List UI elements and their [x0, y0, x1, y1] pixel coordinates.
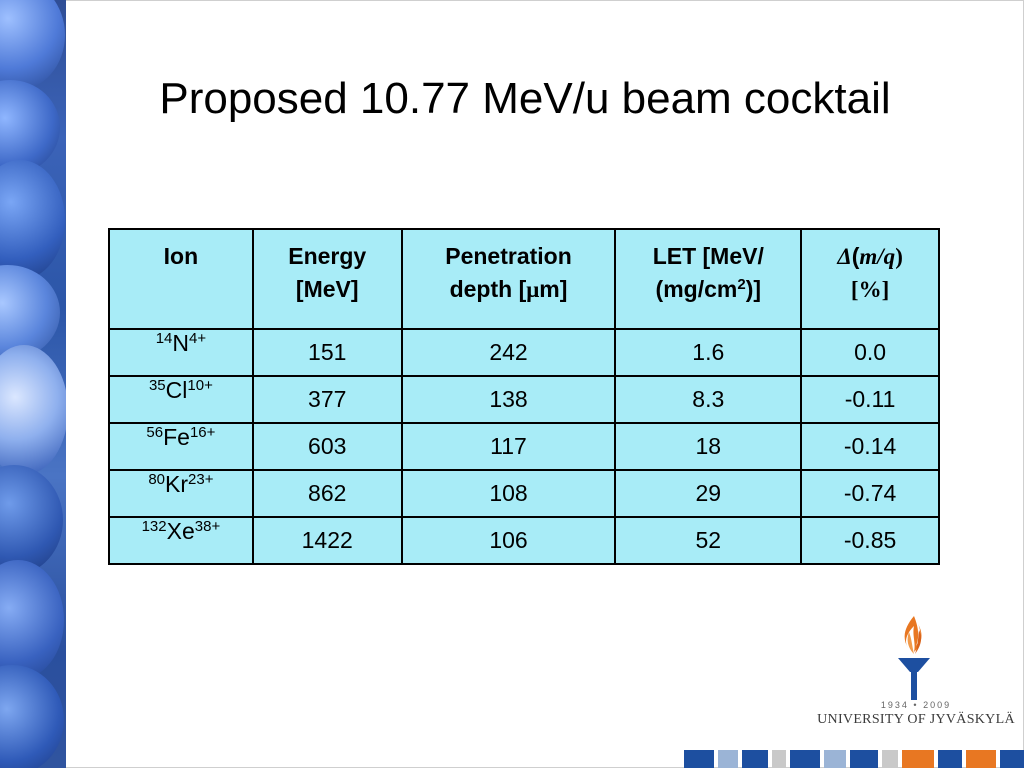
color-block [882, 750, 898, 768]
stone-shape [0, 345, 66, 475]
stone-shape [0, 0, 65, 90]
color-block [772, 750, 786, 768]
energy-cell: 862 [251, 469, 403, 518]
header-ion: Ion [108, 228, 254, 330]
stone-shape [0, 560, 64, 680]
color-block [684, 750, 714, 768]
let-cell: 8.3 [614, 375, 803, 424]
logo-university-name: UNIVERSITY OF JYVÄSKYLÄ [817, 712, 1015, 727]
let-cell: 18 [614, 422, 803, 471]
header-penetration-depth: Penetration depth [μm] [400, 228, 617, 330]
table-header-row: Ion Energy [MeV] Penetration depth [μm] LE… [108, 228, 940, 330]
color-block [938, 750, 962, 768]
mq-cell: 0.0 [800, 328, 940, 377]
energy-cell: 151 [251, 328, 403, 377]
ion-cell: 35Cl10+ [108, 375, 254, 424]
ion-cell: 14N4+ [108, 328, 254, 377]
header-let: LET [MeV/(mg/cm2)] [614, 228, 803, 330]
color-block [1000, 750, 1024, 768]
logo-years: 1934 • 2009 [880, 700, 952, 710]
ion-cell: 56Fe16+ [108, 422, 254, 471]
color-block [902, 750, 934, 768]
depth-cell: 138 [400, 375, 617, 424]
footer-color-blocks [684, 750, 1024, 768]
color-block [790, 750, 820, 768]
color-block [824, 750, 846, 768]
table-row: 56Fe16+ 603 117 18 -0.14 [108, 422, 940, 471]
color-block [966, 750, 996, 768]
stone-shape [0, 465, 63, 575]
beam-cocktail-table: Ion Energy [MeV] Penetration depth [μm] LE… [108, 228, 940, 565]
depth-cell: 117 [400, 422, 617, 471]
stone-shape [0, 665, 64, 768]
let-cell: 52 [614, 516, 803, 565]
color-block [742, 750, 768, 768]
color-block [718, 750, 738, 768]
energy-cell: 1422 [251, 516, 403, 565]
header-energy: Energy [MeV] [251, 228, 403, 330]
slide-title: Proposed 10.77 MeV/u beam cocktail [159, 74, 891, 123]
energy-cell: 603 [251, 422, 403, 471]
mq-cell: -0.11 [800, 375, 940, 424]
ion-cell: 80Kr23+ [108, 469, 254, 518]
mq-cell: -0.74 [800, 469, 940, 518]
color-block [850, 750, 878, 768]
table-row: 14N4+ 151 242 1.6 0.0 [108, 328, 940, 377]
let-cell: 1.6 [614, 328, 803, 377]
torch-icon [898, 616, 930, 700]
depth-cell: 106 [400, 516, 617, 565]
stone-shape [0, 160, 65, 280]
table-row: 80Kr23+ 862 108 29 -0.74 [108, 469, 940, 518]
table-row: 132Xe38+ 1422 106 52 -0.85 [108, 516, 940, 565]
table-row: 35Cl10+ 377 138 8.3 -0.11 [108, 375, 940, 424]
mq-cell: -0.14 [800, 422, 940, 471]
let-cell: 29 [614, 469, 803, 518]
header-delta-mq: Δ(m/q) [%] [800, 228, 940, 330]
university-logo: 1934 • 2009 UNIVERSITY OF JYVÄSKYLÄ [812, 612, 1020, 736]
depth-cell: 108 [400, 469, 617, 518]
depth-cell: 242 [400, 328, 617, 377]
energy-cell: 377 [251, 375, 403, 424]
mq-cell: -0.85 [800, 516, 940, 565]
stone-strip-decoration [0, 0, 66, 768]
ion-cell: 132Xe38+ [108, 516, 254, 565]
